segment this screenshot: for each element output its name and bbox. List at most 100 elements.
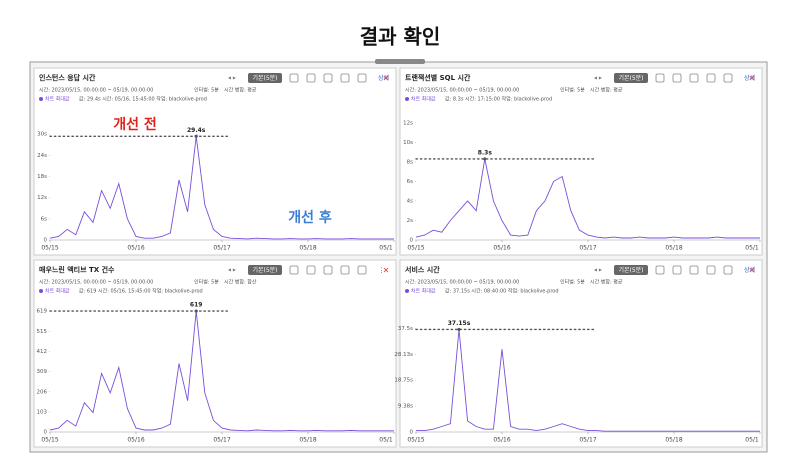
- toolbar-icon[interactable]: [289, 265, 299, 275]
- merge-info: 시간 병합: 평균: [590, 87, 623, 94]
- nav-arrows: ◂ ▸: [594, 267, 602, 274]
- x-tick-label: 05/17: [579, 245, 596, 252]
- legend-dot: [39, 97, 43, 101]
- x-tick-label: 05/15: [41, 245, 58, 252]
- toolbar-icon[interactable]: [672, 265, 682, 275]
- toolbar-icon[interactable]: [723, 73, 733, 83]
- y-tick-label: 24s: [37, 153, 47, 159]
- legend-label: 차트 최대값: [45, 96, 70, 103]
- x-tick-label: 05/1: [379, 245, 393, 252]
- interval-info: 인터벌: 5분: [194, 279, 219, 286]
- toolbar-icon[interactable]: [723, 265, 733, 275]
- nav-arrows: ◂ ▸: [228, 267, 236, 274]
- x-tick-label: 05/17: [579, 437, 596, 444]
- interval-button[interactable]: [248, 73, 282, 83]
- close-icon[interactable]: ✕: [749, 266, 756, 275]
- annotation: 개선 전: [113, 116, 157, 133]
- y-tick-label: 103: [37, 409, 48, 415]
- detail-link[interactable]: 상세: [744, 266, 755, 274]
- legend-label: 차트 최대값: [45, 288, 70, 295]
- y-tick-label: 6s: [407, 179, 413, 185]
- series-line: [49, 311, 394, 432]
- toolbar-icon[interactable]: [323, 73, 333, 83]
- toolbar-icon[interactable]: [323, 265, 333, 275]
- interval-button[interactable]: [614, 73, 648, 83]
- x-tick-label: 05/16: [127, 245, 144, 252]
- panel: [399, 67, 763, 256]
- max-info: 값: 37.15s 시간: 08:40:00 작업: blackolive-pr…: [445, 288, 559, 295]
- max-label: 8.3s: [478, 149, 493, 156]
- toolbar-icon[interactable]: [306, 265, 316, 275]
- x-tick-label: 05/1: [379, 437, 393, 444]
- y-tick-label: 309: [37, 369, 48, 375]
- y-tick-label: 12s: [403, 120, 413, 126]
- panel: [33, 67, 397, 256]
- merge-info: 시간 병합: 합산: [224, 279, 257, 286]
- max-info: 값: 8.3s 시간: 17:15:00 작업: blackolive-prod: [445, 96, 552, 103]
- y-tick-label: 18.75s: [394, 378, 413, 384]
- y-tick-label: 30s: [37, 132, 47, 138]
- detail-link[interactable]: 상세: [744, 74, 755, 82]
- toolbar-icon[interactable]: [706, 73, 716, 83]
- y-tick-label: 515: [37, 329, 48, 335]
- y-tick-label: 0: [44, 430, 48, 436]
- legend-label: 차트 최대값: [411, 96, 436, 103]
- panel-title: 매우느린 액티브 TX 건수: [39, 265, 115, 274]
- x-tick-label: 05/16: [493, 245, 510, 252]
- interval-button[interactable]: [614, 265, 648, 275]
- toolbar-icon[interactable]: [357, 265, 367, 275]
- legend-label: 차트 최대값: [411, 288, 436, 295]
- y-tick-label: 0: [44, 238, 48, 244]
- x-tick-label: 05/1: [745, 245, 759, 252]
- toolbar-icon[interactable]: [340, 265, 350, 275]
- close-icon[interactable]: ✕: [749, 74, 756, 83]
- y-tick-label: 619: [37, 309, 48, 315]
- y-tick-label: 8s: [407, 159, 413, 165]
- x-tick-label: 05/18: [299, 245, 316, 252]
- toolbar-icon[interactable]: [357, 73, 367, 83]
- panel: [33, 259, 397, 448]
- max-point: [457, 327, 461, 332]
- series-line: [415, 158, 760, 239]
- x-tick-label: 05/18: [299, 437, 316, 444]
- max-info: 값: 619 시간: 05/16, 15:45:00 작업: blackoliv…: [79, 288, 203, 295]
- close-icon[interactable]: ✕: [383, 266, 390, 275]
- toolbar-icon[interactable]: [689, 73, 699, 83]
- time-range: 시간: 2023/05/15, 00:00:00 ~ 05/19, 00:00:…: [39, 87, 153, 94]
- toolbar-icon[interactable]: [655, 73, 665, 83]
- toolbar-icon[interactable]: [706, 265, 716, 275]
- interval-label: 기본(5분): [252, 74, 277, 82]
- merge-info: 시간 병합: 평균: [590, 279, 623, 286]
- max-label: 619: [190, 302, 203, 309]
- y-tick-label: 37.5s: [398, 326, 413, 332]
- panel-title: 서비스 시간: [405, 265, 440, 274]
- max-point: [194, 309, 198, 313]
- y-tick-label: 6s: [41, 216, 47, 222]
- x-tick-label: 05/18: [665, 437, 682, 444]
- interval-label: 기본(5분): [618, 266, 643, 274]
- page-title: 결과 확인: [360, 25, 441, 49]
- toolbar-icon[interactable]: [689, 265, 699, 275]
- detail-link[interactable]: 상세: [378, 74, 389, 82]
- max-point: [483, 157, 487, 161]
- y-tick-label: 412: [37, 349, 48, 355]
- toolbar-icon[interactable]: [655, 265, 665, 275]
- max-label: 29.4s: [187, 127, 206, 134]
- merge-info: 시간 병합: 평균: [224, 87, 257, 94]
- max-point: [194, 134, 198, 138]
- toolbar-icon[interactable]: [289, 73, 299, 83]
- x-tick-label: 05/17: [213, 437, 230, 444]
- toolbar-icon[interactable]: [306, 73, 316, 83]
- close-icon[interactable]: ✕: [383, 74, 390, 83]
- y-tick-label: 9.38s: [398, 404, 413, 410]
- y-tick-label: 10s: [403, 140, 413, 146]
- toolbar-icon[interactable]: [340, 73, 350, 83]
- toolbar-icon[interactable]: [672, 73, 682, 83]
- panel-title: 인스턴스 응답 시간: [39, 73, 96, 82]
- nav-arrows: ◂ ▸: [228, 75, 236, 82]
- x-tick-label: 05/15: [407, 245, 424, 252]
- interval-button[interactable]: [248, 265, 282, 275]
- panel-title: 트랜잭션별 SQL 시간: [405, 73, 471, 82]
